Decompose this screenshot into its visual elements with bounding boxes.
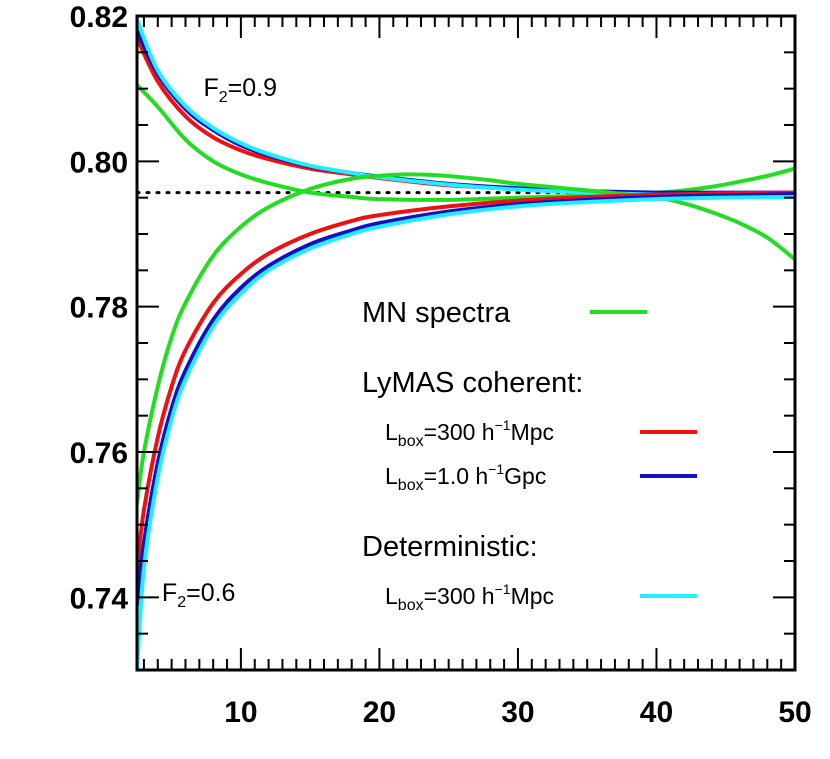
x-tick-label-10: 10 [224,696,257,729]
legend-l-text: L [385,583,398,609]
annotation-subscript: 2 [177,594,186,611]
annotation-value-text: =0.6 [186,579,235,607]
axis-ticks [137,16,795,670]
annotation-f2-1: F2=0.6 [162,579,236,611]
legend-l-text: L [385,463,398,489]
legend-unit-text: Mpc [511,419,554,445]
y-tick-label-0.82: 0.82 [70,1,128,34]
legend-value-text: =300 h [424,583,495,609]
legend-value-text: =1.0 h [424,463,489,489]
y-tick-label-0.78: 0.78 [70,292,128,325]
legend-label-0: MN spectra [362,297,511,329]
legend-header-1: LyMAS coherent: [362,367,583,399]
series-line-f2-06-lymas-coherent-1-0-gpc [137,192,795,607]
series-line-f2-06-mn-spectra [137,172,795,505]
x-tick-label-50: 50 [778,696,811,729]
legend-superscript: −1 [495,581,511,597]
x-tick-label-40: 40 [640,696,673,729]
legend-unit-text: Mpc [511,583,554,609]
annotation-f-text: F [203,74,218,102]
annotation-f2-0: F2=0.9 [203,74,277,106]
y-tick-label-0.74: 0.74 [70,582,129,615]
legend-label-2: Lbox=300 h−1Mpc [385,417,554,450]
series-line-f2-06-lymas-coherent-300 [137,190,795,571]
x-tick-label-30: 30 [501,696,534,729]
legend-header-4: Deterministic: [362,531,538,563]
legend-label-5: Lbox=300 h−1Mpc [385,581,554,614]
series-line-f2-09-lymas-coherent-1-0-gpc [137,28,795,195]
annotation-subscript: 2 [219,89,228,106]
legend-superscript: −1 [488,461,504,477]
y-tick-label-0.76: 0.76 [70,437,128,470]
annotations: F2=0.9F2=0.6 [162,74,277,611]
tick-labels: 10 20 30 40 50 0.74 0.76 0.78 0.80 0.82 [70,1,812,729]
series-line-f2-09-mn-spectra [137,83,795,202]
legend-l-text: L [385,419,398,445]
plot-area [137,17,795,670]
annotation-f-text: F [162,579,177,607]
y-tick-label-0.80: 0.80 [70,146,128,179]
legend-subscript: box [398,433,424,450]
legend-superscript: −1 [495,417,511,433]
annotation-value-text: =0.9 [228,74,277,102]
legend-unit-text: Gpc [504,463,546,489]
plot-frame [135,14,797,672]
legend-value-text: =300 h [424,419,495,445]
x-tick-label-20: 20 [363,696,396,729]
series-line-f2-06-deterministic-300 [137,194,795,670]
legend-subscript: box [398,597,424,614]
legend-label-3: Lbox=1.0 h−1Gpc [385,461,546,494]
legend-subscript: box [398,477,424,494]
